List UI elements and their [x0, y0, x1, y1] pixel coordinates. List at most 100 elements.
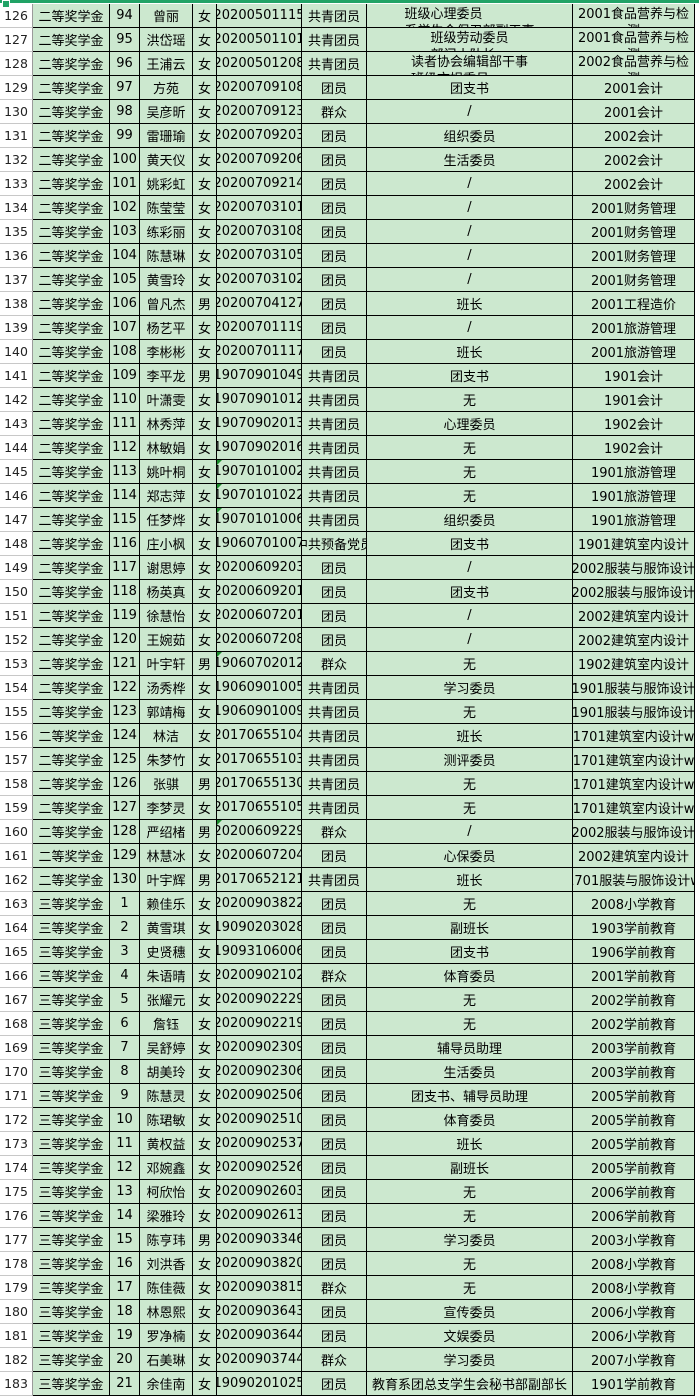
political-status-cell[interactable]: 团员 — [302, 844, 367, 868]
gender-cell[interactable]: 女 — [193, 916, 217, 940]
award-cell[interactable]: 二等奖学金 — [33, 532, 110, 556]
row-header[interactable]: 155 — [0, 700, 33, 724]
political-status-cell[interactable]: 团员 — [302, 316, 367, 340]
name-cell[interactable]: 黄权益 — [140, 1132, 193, 1156]
class-cell[interactable]: 2003学前教育 — [573, 1036, 695, 1060]
class-cell[interactable]: 2008小学教育 — [573, 1276, 695, 1300]
political-status-cell[interactable]: 共青团员 — [302, 484, 367, 508]
name-cell[interactable]: 杨艺平 — [140, 316, 193, 340]
position-cell[interactable]: 班长 — [367, 292, 573, 316]
class-cell[interactable]: 2003学前教育 — [573, 1060, 695, 1084]
student-id-cell[interactable]: 20170652121 — [217, 868, 302, 892]
row-header[interactable]: 159 — [0, 796, 33, 820]
gender-cell[interactable]: 女 — [193, 1348, 217, 1372]
student-id-cell[interactable]: 19070101002 — [217, 460, 302, 484]
number-cell[interactable]: 107 — [110, 316, 140, 340]
award-cell[interactable]: 三等奖学金 — [33, 1132, 110, 1156]
gender-cell[interactable]: 女 — [193, 1252, 217, 1276]
political-status-cell[interactable]: 共青团员 — [302, 364, 367, 388]
position-cell[interactable]: 学习委员 — [367, 1228, 573, 1252]
row-header[interactable]: 164 — [0, 916, 33, 940]
row-header[interactable]: 131 — [0, 124, 33, 148]
gender-cell[interactable]: 女 — [193, 1324, 217, 1348]
gender-cell[interactable]: 男 — [193, 820, 217, 844]
gender-cell[interactable]: 女 — [193, 1300, 217, 1324]
class-cell[interactable]: 1901会计 — [573, 364, 695, 388]
class-cell[interactable]: 1701服装与服饰设计w — [573, 868, 695, 892]
row-header[interactable]: 181 — [0, 1324, 33, 1348]
political-status-cell[interactable]: 共青团员 — [302, 700, 367, 724]
row-header[interactable]: 166 — [0, 964, 33, 988]
number-cell[interactable]: 119 — [110, 604, 140, 628]
political-status-cell[interactable]: 团员 — [302, 1252, 367, 1276]
position-cell[interactable]: / — [367, 820, 573, 844]
political-status-cell[interactable]: 共青团员 — [302, 4, 367, 28]
award-cell[interactable]: 三等奖学金 — [33, 1348, 110, 1372]
award-cell[interactable]: 三等奖学金 — [33, 1060, 110, 1084]
row-header[interactable]: 171 — [0, 1084, 33, 1108]
award-cell[interactable]: 二等奖学金 — [33, 868, 110, 892]
political-status-cell[interactable]: 共青团员 — [302, 52, 367, 76]
class-cell[interactable]: 2008小学教育 — [573, 1252, 695, 1276]
student-id-cell[interactable]: 20200609203 — [217, 556, 302, 580]
number-cell[interactable]: 103 — [110, 220, 140, 244]
political-status-cell[interactable]: 团员 — [302, 988, 367, 1012]
student-id-cell[interactable]: 20170655130 — [217, 772, 302, 796]
row-header[interactable]: 152 — [0, 628, 33, 652]
row-header[interactable]: 154 — [0, 676, 33, 700]
political-status-cell[interactable]: 中共预备党员 — [302, 532, 367, 556]
class-cell[interactable]: 1902会计 — [573, 412, 695, 436]
number-cell[interactable]: 115 — [110, 508, 140, 532]
position-cell[interactable]: 文娱委员 — [367, 1324, 573, 1348]
gender-cell[interactable]: 女 — [193, 892, 217, 916]
name-cell[interactable]: 雷珊瑜 — [140, 124, 193, 148]
name-cell[interactable]: 汤秀桦 — [140, 676, 193, 700]
student-id-cell[interactable]: 20200902306 — [217, 1060, 302, 1084]
student-id-cell[interactable]: 20200609229 — [217, 820, 302, 844]
award-cell[interactable]: 三等奖学金 — [33, 1276, 110, 1300]
row-header[interactable]: 149 — [0, 556, 33, 580]
name-cell[interactable]: 梁雅玲 — [140, 1204, 193, 1228]
gender-cell[interactable]: 男 — [193, 652, 217, 676]
class-cell[interactable]: 1901学前教育 — [573, 1372, 695, 1396]
name-cell[interactable]: 张骐 — [140, 772, 193, 796]
award-cell[interactable]: 二等奖学金 — [33, 652, 110, 676]
award-cell[interactable]: 二等奖学金 — [33, 364, 110, 388]
political-status-cell[interactable]: 团员 — [302, 244, 367, 268]
award-cell[interactable]: 二等奖学金 — [33, 460, 110, 484]
name-cell[interactable]: 王浦云 — [140, 52, 193, 76]
class-cell[interactable]: 2003小学教育 — [573, 1228, 695, 1252]
gender-cell[interactable]: 女 — [193, 604, 217, 628]
gender-cell[interactable]: 女 — [193, 1180, 217, 1204]
name-cell[interactable]: 任梦烨 — [140, 508, 193, 532]
student-id-cell[interactable]: 20170655103 — [217, 748, 302, 772]
position-cell[interactable]: 无 — [367, 388, 573, 412]
name-cell[interactable]: 李平龙 — [140, 364, 193, 388]
political-status-cell[interactable]: 共青团员 — [302, 412, 367, 436]
row-header[interactable]: 161 — [0, 844, 33, 868]
award-cell[interactable]: 三等奖学金 — [33, 1228, 110, 1252]
position-cell[interactable]: 辅导员助理 — [367, 1036, 573, 1060]
row-header[interactable]: 150 — [0, 580, 33, 604]
student-id-cell[interactable]: 20200501208 — [217, 52, 302, 76]
gender-cell[interactable]: 女 — [193, 1372, 217, 1396]
name-cell[interactable]: 曾凡杰 — [140, 292, 193, 316]
class-cell[interactable]: 2002建筑室内设计 — [573, 628, 695, 652]
number-cell[interactable]: 15 — [110, 1228, 140, 1252]
position-cell[interactable]: 班长 — [367, 1132, 573, 1156]
name-cell[interactable]: 叶潇雯 — [140, 388, 193, 412]
political-status-cell[interactable]: 团员 — [302, 172, 367, 196]
student-id-cell[interactable]: 20200501115 — [217, 4, 302, 28]
award-cell[interactable]: 二等奖学金 — [33, 4, 110, 28]
row-header[interactable]: 132 — [0, 148, 33, 172]
row-header[interactable]: 163 — [0, 892, 33, 916]
number-cell[interactable]: 18 — [110, 1300, 140, 1324]
class-cell[interactable]: 1701建筑室内设计w — [573, 724, 695, 748]
position-cell[interactable]: / — [367, 172, 573, 196]
name-cell[interactable]: 洪岱瑶 — [140, 28, 193, 52]
political-status-cell[interactable]: 群众 — [302, 652, 367, 676]
gender-cell[interactable]: 女 — [193, 436, 217, 460]
class-cell[interactable]: 1902会计 — [573, 436, 695, 460]
number-cell[interactable]: 117 — [110, 556, 140, 580]
class-cell[interactable]: 2006小学教育 — [573, 1324, 695, 1348]
